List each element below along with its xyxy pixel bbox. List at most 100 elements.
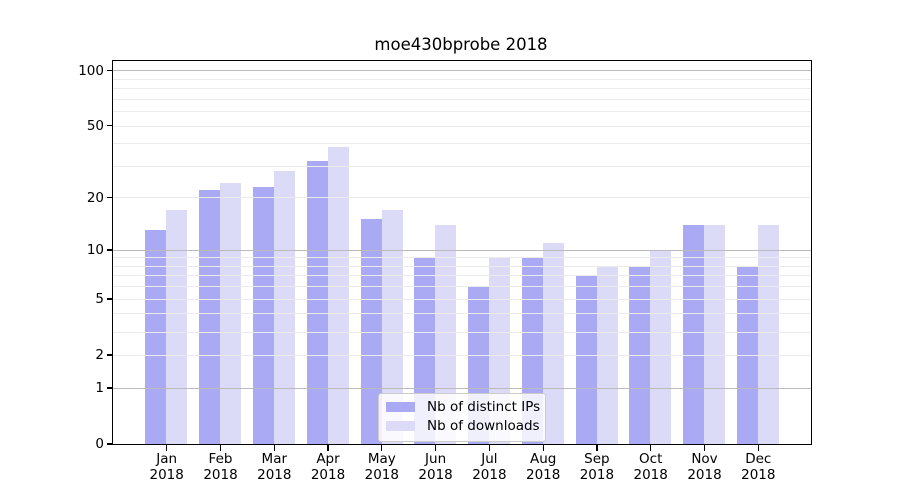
bar-nb-of-distinct-ips-oct	[629, 265, 651, 444]
x-tick-mark-sep	[596, 445, 598, 451]
bar-nb-of-downloads-dec	[758, 224, 780, 444]
bar-nb-of-downloads-sep	[596, 265, 618, 444]
y-tick-mark-20	[106, 197, 112, 199]
bar-nb-of-downloads-aug	[542, 242, 564, 444]
gridline-minor-6	[112, 286, 811, 288]
plot-area	[111, 60, 812, 445]
legend: Nb of distinct IPs Nb of downloads	[378, 392, 546, 442]
y-tick-mark-100	[106, 69, 112, 72]
bar-nb-of-distinct-ips-apr	[306, 160, 328, 444]
x-tick-year-nov: 2018	[687, 466, 722, 483]
y-tick-mark-5	[106, 298, 112, 300]
x-tick-year-jan: 2018	[149, 466, 184, 483]
y-tick-mark-2	[106, 354, 112, 356]
bar-nb-of-downloads-oct	[650, 249, 672, 444]
y-tick-mark-10	[106, 249, 112, 251]
gridline-minor-30	[112, 165, 811, 167]
legend-item-nb-of-downloads: Nb of downloads	[379, 417, 545, 436]
bar-nb-of-distinct-ips-mar	[253, 186, 275, 444]
x-tick-month-mar: Mar	[261, 451, 288, 467]
bar-nb-of-distinct-ips-nov	[683, 224, 705, 444]
x-tick-month-may: May	[367, 451, 396, 467]
x-axis-tick-label-jan: Jan 2018	[137, 451, 197, 483]
gridline-major-1	[112, 387, 811, 389]
x-tick-year-jul: 2018	[472, 466, 507, 483]
bar-nb-of-downloads-apr	[327, 147, 349, 444]
x-tick-month-aug: Aug	[530, 451, 557, 467]
x-tick-mark-feb	[219, 445, 222, 451]
gridline-minor-60	[112, 111, 811, 113]
x-axis-tick-label-aug: Aug 2018	[513, 451, 573, 483]
gridline-minor-2	[112, 354, 811, 356]
x-axis-tick-label-oct: Oct 2018	[621, 451, 681, 483]
y-tick-mark-1	[106, 387, 112, 389]
x-tick-mark-dec	[757, 445, 759, 451]
x-tick-year-aug: 2018	[526, 466, 561, 483]
bar-nb-of-downloads-mar	[274, 171, 296, 444]
x-axis-tick-label-nov: Nov 2018	[675, 451, 735, 483]
x-tick-month-jun: Jun	[425, 451, 447, 467]
bar-nb-of-distinct-ips-sep	[575, 275, 597, 444]
bar-nb-of-distinct-ips-jan	[145, 230, 167, 444]
gridline-minor-90	[112, 78, 811, 80]
x-axis-tick-label-jun: Jun 2018	[406, 451, 466, 483]
x-tick-month-nov: Nov	[691, 451, 718, 467]
x-axis-tick-label-may: May 2018	[352, 451, 412, 483]
y-axis-tick-label-1: 1	[95, 379, 104, 396]
x-axis-tick-label-mar: Mar 2018	[244, 451, 304, 483]
gridline-minor-80	[112, 88, 811, 90]
legend-label-nb-of-downloads: Nb of downloads	[427, 418, 540, 434]
bar-nb-of-distinct-ips-dec	[737, 265, 759, 444]
legend-label-nb-of-distinct-ips: Nb of distinct IPs	[427, 399, 541, 415]
x-tick-mark-jun	[434, 445, 437, 451]
gridline-minor-9	[112, 257, 811, 259]
gridline-minor-5	[112, 298, 811, 300]
x-tick-year-mar: 2018	[257, 466, 292, 483]
y-tick-mark-50	[106, 125, 112, 127]
gridline-minor-50	[112, 125, 811, 127]
y-axis-tick-label-0: 0	[95, 436, 104, 452]
gridline-minor-8	[112, 265, 811, 267]
gridline-minor-4	[112, 313, 811, 315]
x-tick-mark-mar	[273, 445, 275, 451]
x-tick-year-may: 2018	[364, 466, 399, 483]
x-axis-tick-label-jul: Jul 2018	[459, 451, 519, 483]
x-axis-tick-label-feb: Feb 2018	[191, 451, 251, 483]
x-tick-month-jul: Jul	[481, 451, 498, 467]
x-tick-year-sep: 2018	[579, 466, 615, 483]
gridline-major-10	[112, 249, 811, 251]
x-axis-tick-label-sep: Sep 2018	[567, 451, 627, 483]
y-tick-mark-0	[106, 443, 112, 445]
gridline-major-100	[112, 70, 811, 72]
gridline-minor-3	[112, 331, 811, 333]
gridline-minor-70	[112, 98, 811, 100]
legend-swatch-nb-of-downloads	[386, 421, 415, 431]
x-tick-mark-jul	[488, 445, 490, 451]
x-tick-month-feb: Feb	[208, 451, 233, 467]
x-tick-month-jan: Jan	[156, 451, 178, 467]
x-tick-year-dec: 2018	[741, 466, 776, 483]
y-axis-tick-label-20: 20	[86, 189, 104, 206]
x-tick-mark-jan	[166, 445, 168, 451]
bar-nb-of-downloads-nov	[704, 224, 726, 444]
gridline-minor-40	[112, 143, 811, 145]
gridline-minor-20	[112, 197, 811, 199]
x-tick-month-dec: Dec	[745, 451, 772, 467]
bar-nb-of-downloads-jan	[166, 209, 188, 444]
gridline-minor-7	[112, 275, 811, 277]
bar-nb-of-downloads-jun	[435, 224, 457, 444]
x-tick-year-jun: 2018	[418, 466, 453, 483]
legend-swatch-nb-of-distinct-ips	[386, 402, 415, 412]
y-axis-tick-label-2: 2	[95, 347, 104, 364]
x-axis-tick-label-dec: Dec 2018	[728, 451, 788, 483]
x-tick-year-oct: 2018	[633, 466, 668, 483]
bar-nb-of-distinct-ips-feb	[199, 189, 221, 444]
bar-nb-of-downloads-may	[381, 209, 403, 444]
x-tick-month-sep: Sep	[584, 451, 610, 467]
x-tick-month-oct: Oct	[639, 451, 663, 467]
y-axis-tick-label-100: 100	[78, 62, 104, 79]
y-axis-tick-label-10: 10	[86, 241, 104, 258]
legend-item-nb-of-distinct-ips: Nb of distinct IPs	[379, 398, 545, 417]
chart-title: moe430bprobe 2018	[374, 35, 548, 54]
